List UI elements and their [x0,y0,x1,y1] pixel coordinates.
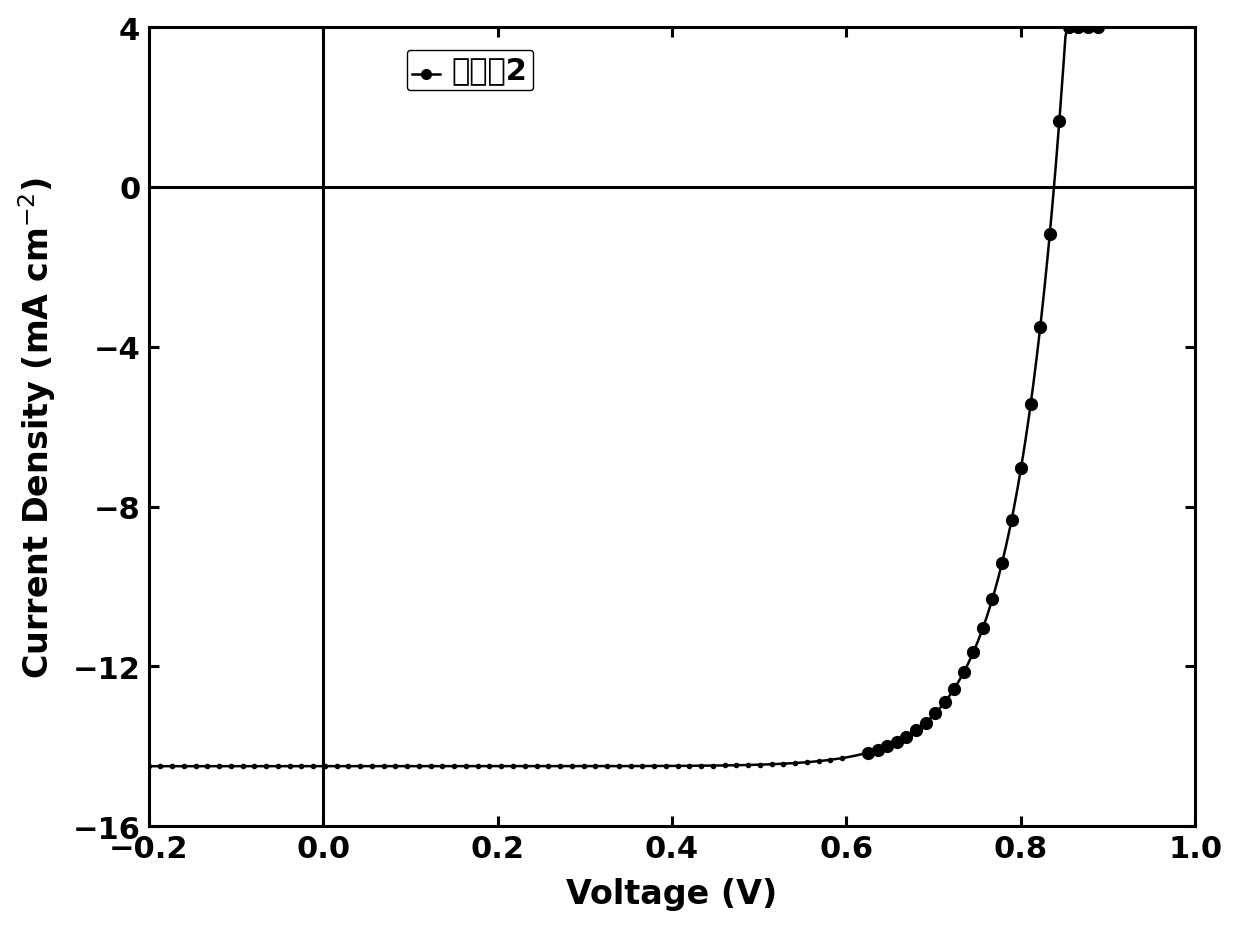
Y-axis label: Current Density (mA cm$^{-2}$): Current Density (mA cm$^{-2}$) [16,176,58,678]
Legend: 实施例2: 实施例2 [406,51,533,91]
X-axis label: Voltage (V): Voltage (V) [566,877,778,910]
